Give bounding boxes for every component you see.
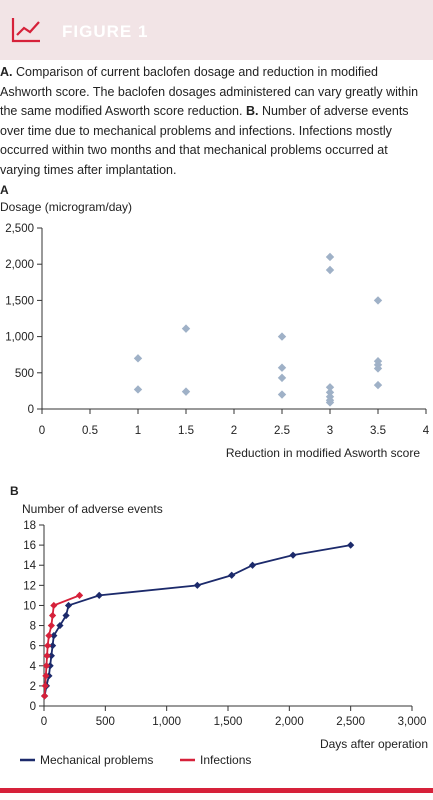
chart-a-x-tick-label: 2 [231,425,237,437]
data-point-mechanical [95,591,103,599]
data-point-mechanical [347,541,355,549]
data-point-mechanical [46,662,54,670]
data-point-infections [75,591,84,599]
chart-a-x-tick-label: 3.5 [370,425,386,437]
scatter-point [373,296,383,305]
figure-bottom-rule [0,788,433,793]
scatter-point [133,354,143,363]
data-point-infections [42,662,51,670]
data-point-infections [41,692,49,700]
chart-a-ylabel: Dosage (microgram/day) [0,200,132,214]
series-line-mechanical [43,544,351,697]
chart-b-x-tick-label: 0 [41,716,47,728]
chart-b-xlabel: Days after operation [320,737,428,751]
data-point-mechanical [56,621,64,630]
data-point-infections [48,611,57,620]
data-point-mechanical [289,551,297,559]
chart-b-y-tick-label: 2 [30,681,36,693]
chart-a-y-tick-label: 2,500 [5,223,34,235]
chart-b-x-tick-label: 1,500 [214,716,243,728]
scatter-point [325,265,335,275]
panel-letter-a: A [0,183,9,197]
scatter-point [373,380,383,390]
chart-b-y-tick-label: 14 [23,560,36,572]
data-point-infections [50,601,58,610]
chart-a-x-tick-label: 0 [39,425,45,437]
scatter-point [181,324,191,333]
scatter-point [325,252,335,262]
chart-a-xlabel: Reduction in modified Asworth score [226,446,420,460]
chart-a-x-tick-label: 2.5 [274,425,290,437]
chart-b-y-tick-label: 10 [23,600,36,612]
chart-a-x-tick-label: 3 [327,425,333,437]
chart-a-y-tick-label: 1,000 [5,332,34,344]
caption-label-b: B. [245,104,259,118]
data-point-mechanical [47,652,55,660]
data-point-infections [43,652,51,660]
legend-label-mechanical: Mechanical problems [40,753,153,767]
chart-b-x-tick-label: 500 [96,716,115,728]
chart-a-y-tick-label: 2,000 [5,259,34,271]
chart-b-ylabel: Number of adverse events [22,502,163,516]
caption-label-a: A. [0,65,13,79]
chart-a-x-tick-label: 1 [135,425,141,437]
scatter-point [325,388,335,397]
scatter-point [325,398,335,407]
chart-a-y-tick-label: 1,500 [5,295,34,307]
caption-text-b: Number of adverse events over time due t… [0,104,409,177]
line-chart-icon [11,18,40,43]
chart-b-y-tick-label: 12 [23,580,36,592]
chart-b-y-tick-label: 0 [30,701,36,713]
chart-a-x-tick-label: 0.5 [82,425,98,437]
data-point-infections [45,632,53,640]
legend-label-infections: Infections [200,753,251,767]
data-point-infections [47,621,55,630]
scatter-point [277,332,287,341]
data-point-mechanical [228,571,236,579]
chart-a-y-tick-label: 500 [15,368,34,380]
chart-b-x-tick-label: 2,500 [336,716,365,728]
figure-header: FIGURE 1 [0,0,433,60]
figure-caption: A. Comparison of current baclofen dosage… [0,63,430,180]
chart-b-x-tick-label: 3,000 [398,716,427,728]
scatter-point [277,373,287,383]
chart-b-y-tick-label: 4 [30,661,37,673]
data-point-mechanical [193,581,201,589]
scatter-point [133,385,143,394]
chart-b-x-tick-label: 1,000 [152,716,181,728]
chart-a: A Dosage (microgram/day) Reduction in mo… [0,183,430,460]
scatter-point [181,387,191,396]
figure-label: FIGURE 1 [62,22,149,41]
chart-b-x-tick-label: 2,000 [275,716,304,728]
chart-b-y-tick-label: 8 [30,621,36,633]
chart-b-legend: Mechanical problems Infections [20,753,251,767]
scatter-point [277,390,287,399]
chart-b-y-tick-label: 16 [23,540,36,552]
chart-a-x-tick-label: 1.5 [178,425,194,437]
data-point-mechanical [64,601,73,610]
data-point-infections [44,642,52,650]
chart-b-y-tick-label: 18 [23,520,36,532]
chart-b: B Number of adverse events Days after op… [10,484,428,767]
data-point-mechanical [248,561,257,569]
panel-letter-b: B [10,484,19,498]
scatter-point [277,363,287,372]
caption-text-a: Comparison of current baclofen dosage an… [0,65,419,118]
chart-a-x-tick-label: 4 [423,425,430,437]
chart-a-y-tick-label: 0 [28,404,34,416]
scatter-point [373,364,383,373]
chart-b-y-tick-label: 6 [30,641,36,653]
data-point-mechanical [62,611,70,620]
